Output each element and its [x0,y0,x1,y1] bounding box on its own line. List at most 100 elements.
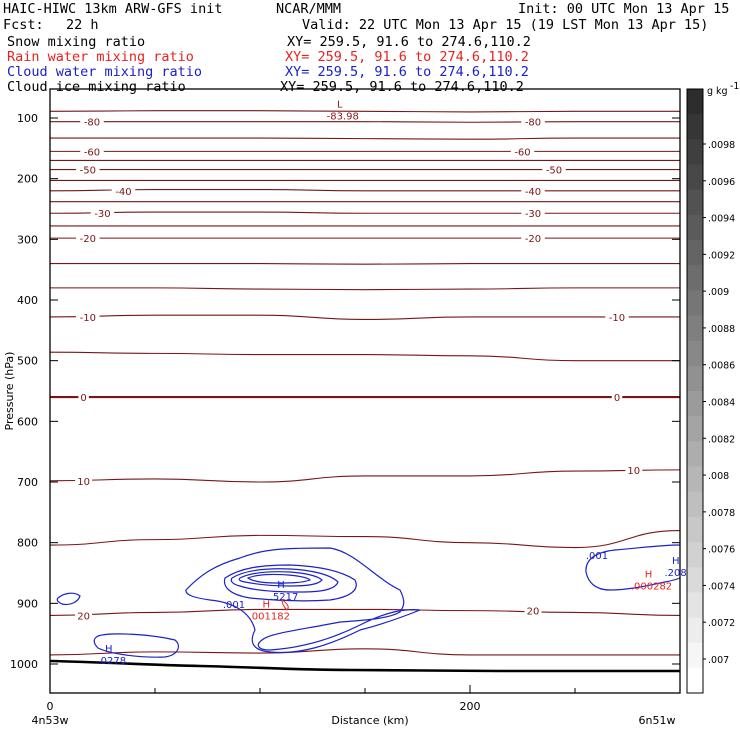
organization-label: NCAR/MMM [276,1,342,17]
contour-label-bg [76,232,100,245]
temperature-contour [49,469,681,483]
contour-layer [49,110,681,656]
cloud-water-label: .001 [223,600,245,611]
extremum-marker: H [105,644,113,655]
colorbar-swatch [687,189,703,216]
contour-label-bg [75,609,93,622]
contour-label-bg [80,115,104,128]
contour-label-bg [76,163,100,176]
x-axis-label: Distance (km) [331,714,408,727]
colorbar-swatch [687,164,703,191]
temperature-contour-label: -80 [84,118,100,129]
colorbar-swatch [687,340,703,367]
y-tick-label: 100 [17,112,38,125]
y-tick-label: 200 [17,173,38,186]
field-name-cloud-ice: Cloud ice mixing ratio [7,79,186,95]
valid-time: Valid: 22 UTC Mon 13 Apr 15 (19 LST Mon … [302,17,709,33]
field-name-rain: Rain water mixing ratio [7,49,194,65]
contour-label-bg [521,207,545,220]
temperature-contour [50,121,680,123]
colorbar-swatch [687,365,703,392]
colorbar-tick-label: .0088 [708,324,735,335]
colorbar-swatch [687,139,703,165]
y-tick-label: 300 [17,233,38,246]
colorbar-tick-label: .0084 [708,398,735,409]
temperature-contour-label: -50 [546,166,562,177]
extremum-marker: H [645,569,653,580]
cloud-water-contour [185,547,421,654]
contour-label-bg [524,604,542,617]
temperature-contour [49,608,681,617]
colorbar-swatch [687,617,703,644]
cloud-water-contour [223,564,357,602]
field-name-snow: Snow mixing ratio [7,34,146,50]
cloud-water-contour [230,568,339,593]
colorbar-swatch [687,542,703,568]
cloud-water-contour [93,633,179,658]
contour-label-bg [80,145,104,158]
temperature-contour-label: 20 [527,607,540,618]
colorbar-swatch [687,491,703,518]
extremum-marker: H [263,600,271,611]
field-xy-cloud-water: XY= 259.5, 91.6 to 274.6,110.2 [285,64,529,80]
field-xy-rain: XY= 259.5, 91.6 to 274.6,110.2 [285,49,529,65]
field-xy-cloud-ice: XY= 259.5, 91.6 to 274.6,110.2 [280,79,524,95]
cloud-water-contour [585,544,681,591]
forecast-label: Fcst: [3,17,44,33]
extremum-marker: L [337,100,343,111]
colorbar-tick-label: .0082 [708,434,735,445]
temperature-contour [49,211,680,214]
colorbar-tick-label: .007 [708,655,729,666]
colorbar-swatch [687,567,703,593]
contour-label-bg [510,145,535,158]
temperature-contour-label: -60 [84,147,100,158]
temperature-contour-label: -30 [525,209,541,220]
colorbar-swatch [687,114,703,140]
cloud-water-contour [246,573,312,584]
cloud-water-label: .001 [586,551,608,562]
temperature-contour-label: -20 [80,234,96,245]
y-tick-label: 700 [17,476,38,489]
extremum-value: .2082 [664,568,693,579]
cloud-water-contour [238,571,323,587]
forecast-hour: 22 h [66,17,99,33]
colorbar-swatch [687,466,703,493]
extremum-value: .000282 [631,581,672,592]
contour-label-bg [90,207,115,220]
contour-label-bg [521,232,545,245]
y-tick-label: 800 [17,537,38,550]
field-name-cloud-water: Cloud water mixing ratio [7,64,203,80]
plot-title: HAIC-HIWC 13km ARW-GFS init [3,1,223,17]
contour-label-bg [111,184,136,197]
contour-label-bg [521,184,545,197]
contour-label-bg [521,115,545,128]
colorbar-swatch [687,290,703,316]
plot-border [49,88,681,694]
plot-frame [49,88,681,694]
colorbar-swatch [687,391,703,417]
temperature-contour-label: 10 [627,466,640,477]
colorbar-unit: g kg [707,86,728,97]
x-endpoint-right: 6n51w [639,714,676,727]
colorbar-tick-label: .0076 [708,545,735,556]
temperature-contour-label: -20 [525,234,541,245]
temperature-contour-label: -30 [94,209,110,220]
temperature-contour-label: 0 [614,393,620,404]
colorbar-swatch [687,516,703,543]
rain-water-contour [281,599,289,611]
cloud-water-contour [56,592,81,606]
cloud-water-layer [56,544,681,658]
temperature-contour [49,189,680,192]
y-tick-label: 900 [17,597,38,610]
y-tick-label: 400 [17,294,38,307]
extremum-value: -83.98 [327,112,359,123]
temperature-contour [49,351,680,362]
colorbar-tick-label: .0098 [708,140,735,151]
temperature-contour-label: -10 [80,313,96,324]
colorbar-tick-label: .008 [708,471,729,482]
temperature-contour-label: 20 [77,611,90,622]
temperature-contour-label: -40 [525,187,541,198]
colorbar-swatch [687,642,703,669]
colorbar-tick-label: .0094 [708,214,735,225]
temperature-contour [49,648,680,656]
